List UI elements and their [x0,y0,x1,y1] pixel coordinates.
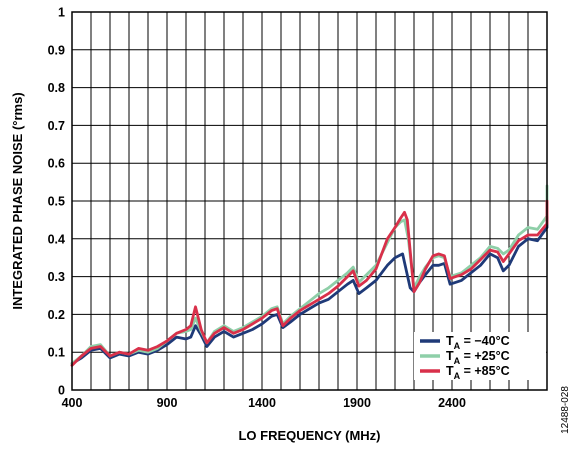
y-tick-label: 0.8 [48,81,65,95]
series-line-2 [70,199,549,367]
y-tick-label: 0.4 [48,232,65,246]
y-tick-label: 0.3 [48,270,65,284]
y-tick-label: 0.7 [48,119,65,133]
legend-label: TA = −40°C [446,334,510,351]
y-tick-labels: 0 0.1 0.2 0.3 0.4 0.5 0.6 0.7 0.8 0.9 1 [48,6,65,398]
x-tick-label: 1900 [343,396,371,410]
legend: TA = −40°CTA = +25°CTA = +85°C [414,332,546,381]
figure-id-label: 12488-028 [560,386,571,434]
y-axis-label: INTEGRATED PHASE NOISE (°rms) [10,92,25,309]
legend-label: TA = +25°C [446,349,510,366]
series-line-0 [70,214,549,365]
x-tick-labels: 400 900 1400 1900 2400 [62,396,466,410]
y-tick-label: 1 [58,6,65,20]
plot-frame [71,11,548,391]
y-tick-label: 0.5 [48,195,65,209]
y-tick-label: 0.6 [48,157,65,171]
legend-label: TA = +85°C [446,364,510,381]
x-tick-label: 900 [157,396,178,410]
x-tick-label: 2400 [438,396,466,410]
x-tick-label: 400 [62,396,83,410]
x-axis-label: LO FREQUENCY (MHz) [238,428,380,443]
series-layer [70,184,549,367]
y-tick-label: 0.1 [48,346,65,360]
x-tick-label: 1400 [248,396,276,410]
grid-layer [71,11,548,391]
y-tick-label: 0 [58,384,65,398]
y-tick-label: 0.9 [48,43,65,57]
y-tick-label: 0.2 [48,308,65,322]
